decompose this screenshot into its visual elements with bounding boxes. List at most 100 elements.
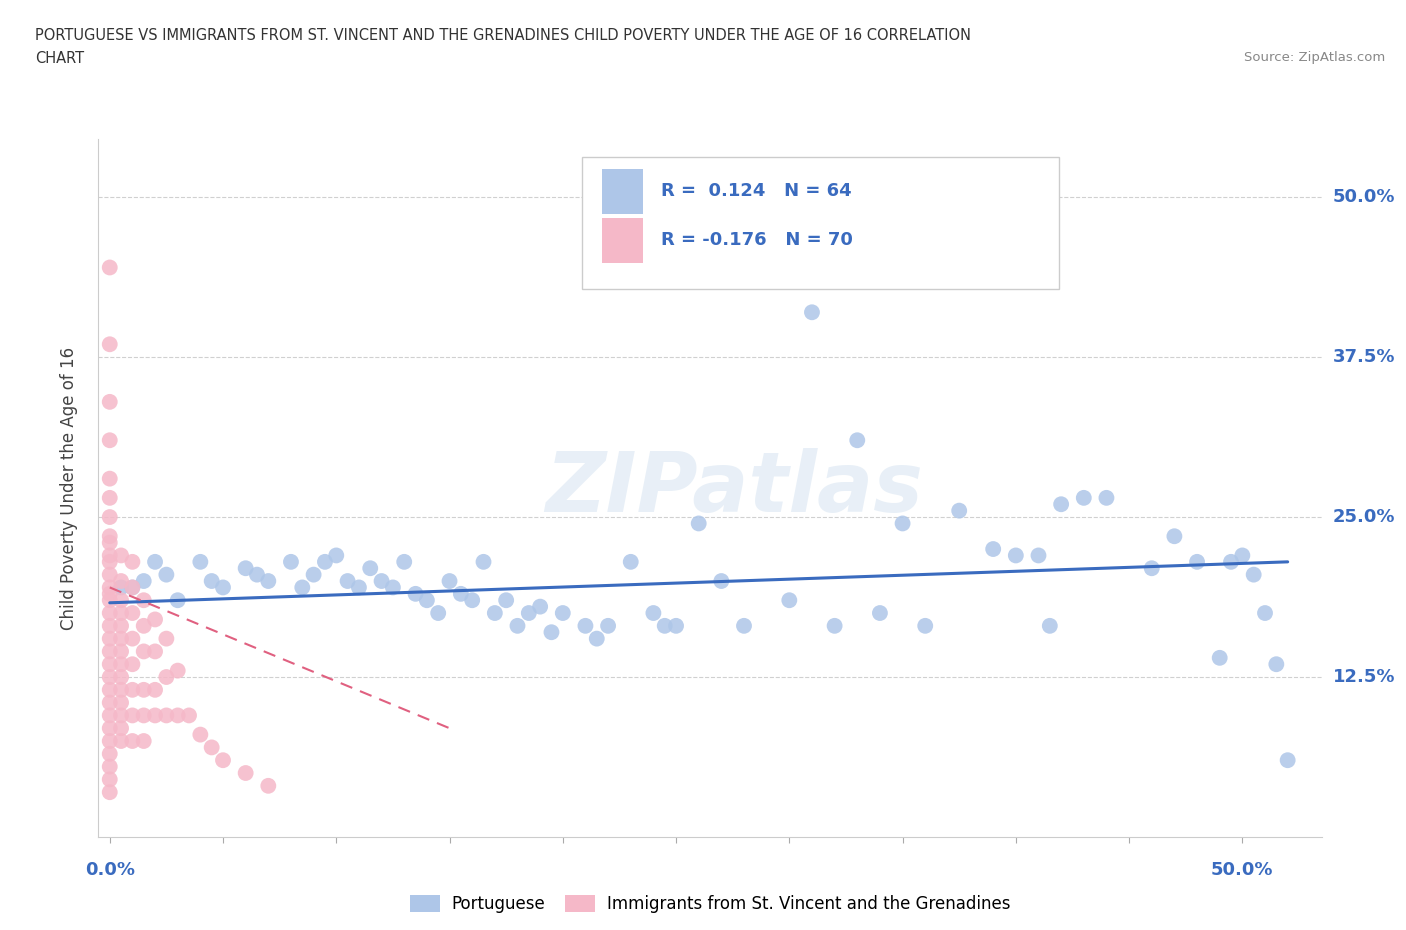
Point — [110, 605, 132, 620]
Point — [280, 554, 302, 569]
Point — [121, 734, 143, 749]
Point — [110, 708, 132, 723]
Point — [427, 605, 450, 620]
Point — [201, 740, 224, 755]
Point — [155, 708, 177, 723]
Point — [121, 708, 143, 723]
Point — [235, 561, 257, 576]
Point — [800, 305, 823, 320]
Point — [110, 592, 132, 607]
Point — [121, 554, 143, 569]
Point — [98, 490, 121, 505]
Point — [778, 592, 800, 607]
Point — [948, 503, 970, 518]
Point — [585, 631, 607, 646]
Point — [347, 580, 370, 595]
Point — [155, 670, 177, 684]
Legend: Portuguese, Immigrants from St. Vincent and the Grenadines: Portuguese, Immigrants from St. Vincent … — [404, 888, 1017, 920]
Point — [405, 587, 427, 602]
Point — [461, 592, 484, 607]
Point — [110, 670, 132, 684]
Y-axis label: Child Poverty Under the Age of 16: Child Poverty Under the Age of 16 — [59, 347, 77, 630]
Point — [439, 574, 461, 589]
Point — [235, 765, 257, 780]
Point — [110, 548, 132, 563]
Text: 0.0%: 0.0% — [84, 861, 135, 880]
Text: 50.0%: 50.0% — [1211, 861, 1274, 880]
Point — [177, 708, 200, 723]
Text: Source: ZipAtlas.com: Source: ZipAtlas.com — [1244, 51, 1385, 64]
Point — [110, 644, 132, 658]
Point — [155, 631, 177, 646]
Point — [132, 592, 155, 607]
Point — [869, 605, 891, 620]
Point — [110, 734, 132, 749]
Point — [98, 394, 121, 409]
Point — [143, 683, 166, 698]
Text: 12.5%: 12.5% — [1333, 668, 1395, 686]
Point — [643, 605, 665, 620]
Point — [1220, 554, 1243, 569]
Point — [416, 592, 439, 607]
Point — [110, 721, 132, 736]
Point — [212, 752, 235, 767]
Point — [110, 574, 132, 589]
Point — [517, 605, 540, 620]
Point — [1140, 561, 1163, 576]
Point — [121, 605, 143, 620]
Point — [188, 554, 211, 569]
Point — [132, 708, 155, 723]
Point — [98, 670, 121, 684]
Point — [302, 567, 325, 582]
Point — [98, 644, 121, 658]
Point — [1073, 490, 1095, 505]
Point — [1232, 548, 1254, 563]
Point — [98, 548, 121, 563]
Text: ZIPatlas: ZIPatlas — [546, 447, 924, 529]
Point — [188, 727, 211, 742]
Point — [143, 554, 166, 569]
Point — [98, 260, 121, 275]
Point — [1163, 529, 1185, 544]
Point — [665, 618, 688, 633]
Text: 37.5%: 37.5% — [1333, 348, 1395, 366]
Point — [370, 574, 392, 589]
FancyBboxPatch shape — [582, 157, 1059, 289]
Point — [1185, 554, 1208, 569]
Point — [155, 567, 177, 582]
Point — [98, 759, 121, 774]
Point — [98, 747, 121, 762]
Point — [846, 432, 869, 447]
Point — [1004, 548, 1026, 563]
Point — [688, 516, 710, 531]
Point — [472, 554, 495, 569]
Point — [121, 580, 143, 595]
Point — [98, 772, 121, 787]
Text: PORTUGUESE VS IMMIGRANTS FROM ST. VINCENT AND THE GRENADINES CHILD POVERTY UNDER: PORTUGUESE VS IMMIGRANTS FROM ST. VINCEN… — [35, 28, 972, 43]
Point — [132, 734, 155, 749]
Point — [98, 592, 121, 607]
Point — [132, 618, 155, 633]
Point — [143, 612, 166, 627]
Point — [98, 472, 121, 486]
Point — [1243, 567, 1265, 582]
Point — [98, 510, 121, 525]
Point — [257, 778, 280, 793]
Point — [1208, 650, 1230, 665]
Point — [98, 432, 121, 447]
Point — [495, 592, 517, 607]
Point — [551, 605, 574, 620]
Point — [110, 696, 132, 711]
Point — [484, 605, 506, 620]
Point — [98, 605, 121, 620]
Point — [620, 554, 643, 569]
Point — [98, 587, 121, 602]
Point — [143, 708, 166, 723]
Point — [1277, 752, 1299, 767]
Point — [201, 574, 224, 589]
Point — [98, 567, 121, 582]
FancyBboxPatch shape — [602, 218, 643, 263]
Point — [574, 618, 596, 633]
Text: 25.0%: 25.0% — [1333, 508, 1395, 526]
Point — [98, 554, 121, 569]
